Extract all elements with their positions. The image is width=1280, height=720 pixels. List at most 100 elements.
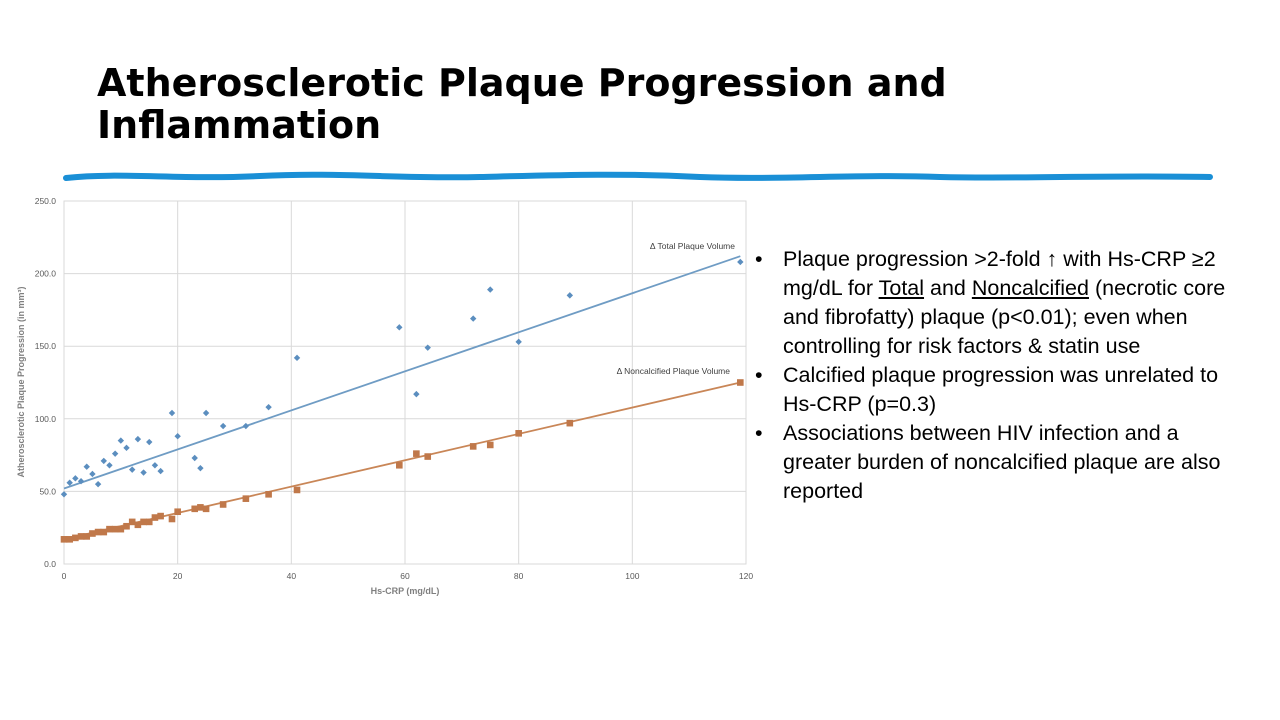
point-noncalcified-plaque [157,512,164,520]
bullet-hiv-association: Associations between HIV infection and a… [755,419,1235,506]
bullet-hs-crp-progression: Plaque progression >2-fold ↑ with Hs-CRP… [755,245,1235,361]
point-total-plaque [293,354,301,362]
y-tick-label: 0.0 [44,559,56,569]
point-noncalcified-plaque [117,525,125,533]
point-noncalcified-plaque [219,501,227,508]
point-noncalcified-plaque [265,491,272,498]
point-total-plaque [191,454,198,462]
point-total-plaque [157,467,164,475]
x-tick-labels: 0 20 40 60 80 100 120 [62,571,754,581]
x-axis-label: Hs-CRP (mg/dL) [371,586,440,596]
point-total-plaque [60,491,68,498]
point-total-plaque [242,422,250,430]
point-total-plaque [129,466,136,473]
point-total-plaque [83,463,90,470]
point-noncalcified-plaque [140,518,147,526]
point-total-plaque [77,478,85,485]
point-noncalcified-plaque [486,441,494,449]
point-noncalcified-plaque [72,534,79,542]
point-total-plaque [146,438,153,446]
point-noncalcified-plaque [134,521,142,529]
x-tick-label: 20 [173,571,183,581]
point-noncalcified-plaque [396,461,403,469]
y-tick-labels: 0.0 50.0 100.0 150.0 200.0 250.0 [35,196,57,569]
point-noncalcified-plaque [60,536,68,543]
x-tick-label: 100 [625,571,639,581]
series-label-total-plaque-volume: Δ Total Plaque Volume [650,241,735,251]
point-total-plaque [197,464,204,472]
point-noncalcified-plaque [145,518,153,526]
point-total-plaque [168,409,176,417]
bullet-list: Plaque progression >2-fold ↑ with Hs-CRP… [755,245,1235,506]
point-total-plaque [424,344,431,351]
y-tick-label: 50.0 [39,486,56,496]
point-total-plaque [66,479,73,486]
slide-title-line1: Atherosclerotic Plaque Progression and [97,61,947,105]
point-noncalcified-plaque [413,450,420,457]
x-tick-label: 60 [400,571,410,581]
point-noncalcified-plaque [83,533,91,540]
point-noncalcified-plaque [174,508,181,516]
point-noncalcified-plaque [111,525,119,533]
slide-title: Atherosclerotic Plaque Progression and I… [97,62,1097,146]
slide-title-line2: Inflammation [97,103,382,147]
x-tick-label: 0 [62,571,67,581]
point-noncalcified-plaque [77,533,85,540]
underlined-noncalcified: Noncalcified [971,276,1089,300]
y-tick-label: 200.0 [35,269,57,279]
point-noncalcified-plaque [106,525,113,533]
point-noncalcified-plaque [737,379,744,386]
point-noncalcified-plaque [100,528,108,536]
point-total-plaque [265,403,272,411]
y-tick-label: 150.0 [35,341,57,351]
point-total-plaque [94,480,102,488]
point-total-plaque [174,433,181,440]
point-total-plaque [566,292,574,299]
x-tick-label: 40 [287,571,297,581]
title-underline-wave [63,171,1213,181]
point-noncalcified-plaque [197,504,204,511]
point-noncalcified-plaque [424,453,432,460]
point-total-plaque [202,409,210,417]
point-total-plaque [111,450,119,457]
trendline-total [63,255,741,490]
scatter-chart: 0.0 50.0 100.0 150.0 200.0 250.0 0 20 40 60 80 100… [16,196,754,596]
point-total-plaque [134,435,142,443]
underlined-total: Total [878,276,925,300]
point-total-plaque [396,324,403,331]
point-noncalcified-plaque [151,514,159,521]
point-noncalcified-plaque [242,495,250,502]
point-noncalcified-plaque [191,505,199,513]
point-total-plaque [123,444,130,452]
y-tick-label: 250.0 [35,196,57,206]
point-total-plaque [89,470,96,478]
point-total-plaque [487,286,494,293]
series-label-noncalcified-plaque-volume: Δ Noncalcified Plaque Volume [617,366,731,376]
x-tick-label: 120 [739,571,753,581]
point-noncalcified-plaque [66,536,73,543]
point-total-plaque [106,462,113,469]
y-axis-label: Atherosclerotic Plaque Progression (in m… [16,286,26,477]
data-points [60,258,744,543]
point-total-plaque [219,422,227,430]
point-noncalcified-plaque [94,528,102,536]
y-tick-label: 100.0 [35,414,57,424]
point-noncalcified-plaque [202,505,210,513]
point-noncalcified-plaque [168,515,176,523]
point-total-plaque [151,462,159,469]
point-noncalcified-plaque [89,530,96,537]
point-noncalcified-plaque [293,486,301,494]
point-total-plaque [470,315,477,322]
point-total-plaque [737,258,744,266]
point-total-plaque [140,469,147,476]
point-noncalcified-plaque [566,419,574,427]
point-noncalcified-plaque [123,522,130,530]
point-total-plaque [72,475,79,482]
x-tick-label: 80 [514,571,524,581]
point-total-plaque [100,457,107,465]
gridlines [63,200,747,565]
point-total-plaque [117,437,125,444]
point-total-plaque [515,338,522,346]
point-noncalcified-plaque [469,443,477,450]
point-noncalcified-plaque [128,518,136,526]
